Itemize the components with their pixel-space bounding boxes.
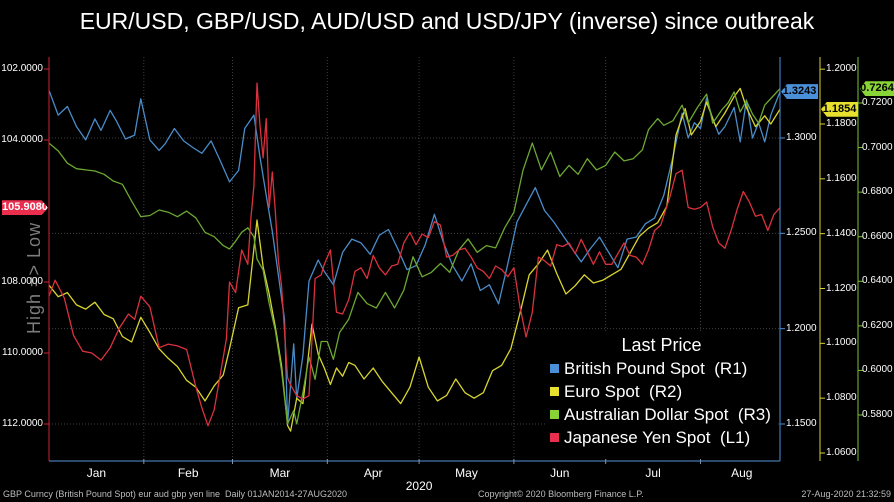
axis-tick-label: 0.7000 bbox=[862, 141, 893, 153]
series-line-british-pound-spot bbox=[48, 90, 781, 425]
footer-timestamp: 27-Aug-2020 21:32:59 bbox=[801, 489, 891, 499]
x-axis-year-label: 2020 bbox=[405, 479, 433, 493]
series-line-japanese-yen-spot bbox=[48, 82, 781, 427]
legend-entry[interactable]: British Pound Spot (R1) bbox=[545, 357, 778, 380]
axis-tick-label: 0.6200 bbox=[862, 319, 893, 331]
chart-title: EUR/USD, GBP/USD, AUD/USD and USD/JPY (i… bbox=[79, 8, 815, 34]
axis-tick-label: 112.0000 bbox=[2, 418, 43, 429]
legend: Last Price British Pound Spot (R1) Euro S… bbox=[545, 332, 778, 457]
axis-tick-label: 0.6000 bbox=[862, 364, 893, 376]
legend-entries: British Pound Spot (R1) Euro Spot (R2) Aus… bbox=[545, 357, 778, 449]
axis-tick-label: 0.7200 bbox=[862, 97, 893, 108]
legend-title: Last Price bbox=[621, 335, 702, 355]
x-axis-month-label: Jul bbox=[645, 466, 661, 480]
axis-tick-label: 108.0000 bbox=[1, 276, 43, 287]
legend-entry-label: Japanese Yen Spot (L1) bbox=[564, 427, 751, 447]
x-axis-month-label: Mar bbox=[269, 466, 291, 480]
axis-tick-label: 0.6600 bbox=[862, 230, 893, 242]
legend-swatch-icon bbox=[550, 387, 559, 396]
x-axis-month-label: Aug bbox=[731, 466, 753, 480]
series-line-australian-dollar-spot bbox=[48, 88, 781, 425]
axis-tick-label: 1.0600 bbox=[826, 447, 857, 458]
footer-copyright: Copyright© 2020 Bloomberg Finance L.P. bbox=[478, 489, 644, 499]
last-price-tag-gbp[interactable]: 1.3243 bbox=[781, 84, 818, 100]
legend-entry-label: Euro Spot (R2) bbox=[564, 381, 683, 401]
axis-tick-label: 1.1400 bbox=[826, 227, 857, 239]
axis-tick-label: 1.2000 bbox=[826, 63, 857, 75]
legend-entry-label: British Pound Spot (R1) bbox=[564, 358, 748, 378]
legend-swatch-icon bbox=[550, 364, 559, 373]
axis-tick-label: 110.0000 bbox=[2, 347, 43, 358]
legend-swatch-icon bbox=[550, 433, 559, 442]
x-axis-month-label: Jun bbox=[550, 466, 570, 480]
x-axis-month-label: Feb bbox=[177, 466, 199, 480]
footer-security-info: GBP Curncy (British Pound Spot) eur aud … bbox=[3, 489, 348, 499]
axis-tick-label: 1.1200 bbox=[826, 282, 857, 294]
legend-entry[interactable]: Australian Dollar Spot (R3) bbox=[545, 403, 778, 426]
legend-swatch-icon bbox=[550, 410, 559, 419]
axis-tick-label: 1.2500 bbox=[786, 227, 817, 239]
legend-entry[interactable]: Japanese Yen Spot (L1) bbox=[545, 426, 778, 449]
series-line-euro-spot bbox=[48, 87, 781, 432]
axis-tick-label: 1.3000 bbox=[786, 132, 817, 143]
x-axis-month-label: Apr bbox=[363, 466, 383, 480]
legend-entry[interactable]: Euro Spot (R2) bbox=[545, 380, 778, 403]
legend-entry-label: Australian Dollar Spot (R3) bbox=[564, 404, 771, 424]
last-price-tag-eur[interactable]: 1.1854 bbox=[821, 101, 858, 117]
axis-tick-label: 1.1800 bbox=[826, 118, 857, 129]
axis-tick-label: 1.1000 bbox=[826, 337, 857, 349]
axis-tick-label: 0.5800 bbox=[862, 409, 893, 420]
axis-tick-label: 104.0000 bbox=[1, 134, 43, 145]
last-price-tag-jpy[interactable]: 105.9080 bbox=[2, 200, 48, 216]
axis-tick-label: 1.1500 bbox=[786, 418, 817, 429]
x-axis-month-label: May bbox=[455, 466, 478, 480]
axis-tick-label: 102.0000 bbox=[1, 63, 43, 74]
axis-tick-label: 1.2000 bbox=[786, 322, 817, 334]
axis-tick-label: 1.0800 bbox=[826, 392, 857, 404]
axis-tick-label: 0.6400 bbox=[862, 275, 893, 287]
last-price-tag-aud[interactable]: 0.7264 bbox=[860, 81, 894, 97]
x-axis-month-label: Jan bbox=[86, 466, 107, 480]
axis-tick-label: 0.6800 bbox=[862, 186, 893, 198]
axis-tick-label: 1.1600 bbox=[826, 172, 857, 184]
